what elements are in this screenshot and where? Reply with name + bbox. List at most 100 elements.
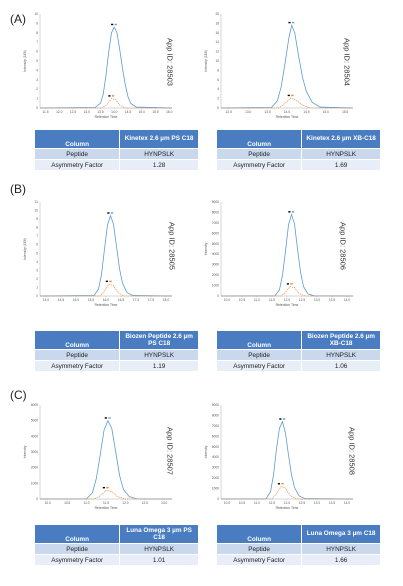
x-tick-label: 18.0	[163, 298, 169, 302]
asymmetry-value: 1.06	[302, 361, 380, 371]
y-tick-label: 4	[36, 68, 38, 72]
column-info-table-28504: Column Kinetex 2.6 µm XB-C18 Peptide HYNPS…	[216, 129, 381, 171]
x-tick-label: 14.5	[58, 298, 64, 302]
column-name: Biozen Peptide 2.6 µm XB-C18	[302, 331, 380, 349]
asymmetry-value: 1.66	[302, 555, 380, 565]
y-tick-label: 20	[215, 12, 219, 16]
y-tick-label: 6	[217, 78, 219, 82]
peptide-label: Peptide	[35, 544, 120, 554]
y-tick-label: 9	[36, 217, 38, 221]
y-tick-label: 4000	[212, 455, 219, 459]
column-header: Column	[217, 130, 302, 148]
apex-marker	[104, 417, 107, 419]
x-tick-label: 12.5	[142, 501, 148, 505]
column-name: Luna Omega 3 µm C18	[302, 525, 380, 543]
y-tick-label: 7	[36, 234, 38, 238]
y-axis-label: Intensity (1E6)	[23, 50, 27, 72]
y-tick-label: 0	[36, 497, 38, 501]
x-tick-label: 14.0	[111, 110, 117, 114]
apex-marker	[106, 486, 109, 489]
y-tick-label: 1000	[31, 481, 38, 485]
y-tick-label: 1	[36, 97, 38, 101]
y-tick-label: 18	[215, 21, 219, 25]
y-tick-label: 16	[215, 31, 219, 35]
main-peak-line	[220, 420, 354, 500]
x-tick-label: 13.0	[161, 501, 167, 505]
app-id-28505: App ID: 28505	[167, 222, 177, 270]
apex-marker	[108, 95, 111, 97]
minor-peak-line	[221, 97, 353, 109]
main-peak-line	[39, 419, 173, 500]
minor-peak-line	[40, 283, 172, 297]
column-info-table-28505: Column Biozen Peptide 2.6 µm PS C18 Pepti…	[34, 330, 199, 372]
x-tick-label: 11.5	[103, 501, 109, 505]
y-tick-label: 9000	[212, 403, 219, 407]
x-tick-label: 11.0	[254, 501, 260, 505]
x-tick-label: 17.5	[148, 298, 154, 302]
peptide-label: Peptide	[35, 149, 120, 159]
x-tick-label: 10.5	[239, 298, 245, 302]
y-tick-label: 11	[35, 200, 39, 204]
apex-marker	[282, 418, 286, 420]
column-header: Column	[35, 331, 120, 349]
minor-peak-line	[221, 286, 353, 297]
chromatogram-28503: 0 1 2 3 4 5 6 7 8 9 10 11.5 12.0 12.5 13.0 13.5 14.0 14.5…	[22, 4, 202, 122]
x-tick-label: 12.5	[226, 110, 232, 114]
x-tick-label: 17.0	[133, 298, 139, 302]
peptide-label: Peptide	[217, 544, 302, 554]
x-axis-label: Retention Time	[95, 506, 118, 510]
x-tick-label: 12.0	[284, 298, 290, 302]
peptide-value: HYNPSLK	[120, 350, 198, 360]
asymmetry-label: Asymmetry Factor	[217, 160, 302, 170]
x-tick-label: 14.0	[284, 110, 290, 114]
y-tick-label: 4	[36, 260, 38, 264]
minor-peak-line	[40, 98, 172, 109]
column-name: Kinetex 2.6 µm PS C18	[120, 130, 198, 148]
y-tick-label: 8	[36, 31, 38, 35]
x-tick-label: 15.5	[342, 110, 348, 114]
column-info-table-28506: Column Biozen Peptide 2.6 µm XB-C18 Pepti…	[216, 330, 381, 372]
column-header: Column	[217, 331, 302, 349]
peptide-value: HYNPSLK	[120, 149, 198, 159]
x-tick-label: 11.5	[269, 501, 275, 505]
apex-marker	[281, 483, 284, 485]
y-tick-label: 5	[36, 251, 38, 255]
apex-marker	[105, 280, 108, 283]
y-tick-label: 9000	[212, 200, 219, 204]
x-tick-label: 13.0	[245, 110, 251, 114]
y-tick-label: 2000	[212, 476, 219, 480]
app-id-28508: App ID: 28508	[347, 427, 357, 475]
x-tick-label: 15.0	[323, 110, 329, 114]
apex-marker	[277, 483, 280, 485]
panel-label-a: (A)	[10, 12, 26, 26]
y-axis-label: Intensity	[23, 445, 27, 458]
y-tick-label: 2000	[31, 466, 38, 470]
peptide-label: Peptide	[217, 149, 302, 159]
x-tick-label: 14.0	[344, 501, 350, 505]
x-tick-label: 13.5	[97, 110, 103, 114]
y-tick-label: 1000	[212, 284, 219, 288]
apex-marker	[114, 23, 117, 26]
y-tick-label: 0	[217, 106, 219, 110]
y-tick-label: 8	[217, 68, 219, 72]
y-axis-label: Intensity	[204, 242, 208, 255]
x-tick-label: 10.0	[224, 298, 230, 302]
x-tick-label: 10.5	[239, 501, 245, 505]
column-header: Column	[35, 130, 120, 148]
y-axis-label: Intensity	[204, 445, 208, 458]
y-tick-label: 5000	[212, 445, 219, 449]
x-tick-label: 10.5	[64, 501, 70, 505]
x-tick-label: 11.0	[84, 501, 90, 505]
y-tick-label: 2	[217, 97, 219, 101]
chromatogram-28508: 0 1000 2000 3000 4000 5000 6000 7000 8000 9000 10.…	[203, 395, 383, 513]
x-tick-label: 15.0	[73, 298, 79, 302]
y-tick-label: 0	[36, 106, 38, 110]
y-tick-label: 6	[36, 243, 38, 247]
y-tick-label: 7000	[212, 221, 219, 225]
apex-marker	[102, 486, 105, 489]
y-tick-label: 12	[215, 50, 219, 54]
y-tick-label: 4000	[212, 252, 219, 256]
chromatogram-28507: 0 1000 2000 3000 4000 5000 6000 10.0 10.5 11.0 11.…	[22, 395, 202, 513]
y-tick-label: 10	[34, 12, 38, 16]
chromatogram-28504: 0 2 4 6 8 10 12 14 16 18 20 12.5 13.0 13.5 14.0 14.5 15.…	[203, 4, 383, 122]
